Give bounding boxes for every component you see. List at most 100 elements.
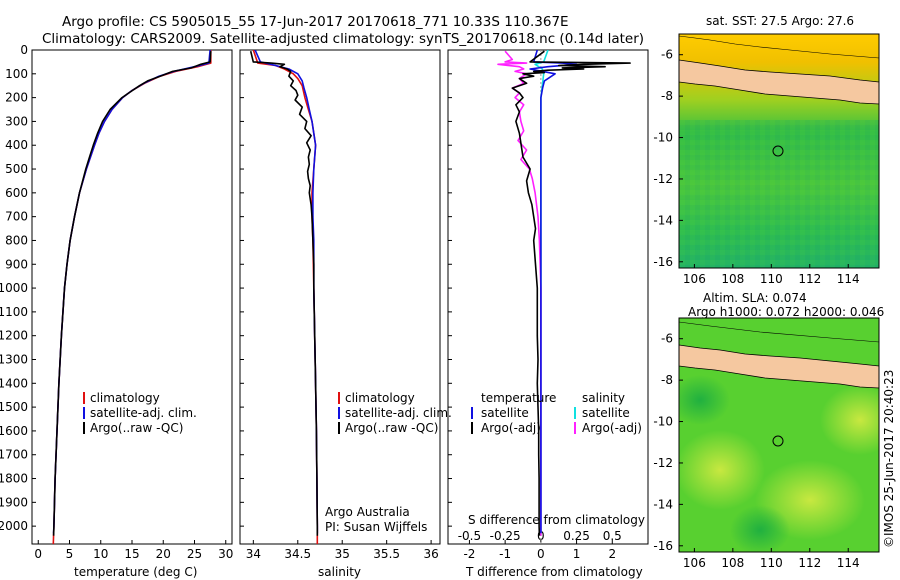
- s-diff-tick-label: 0.25: [563, 529, 590, 543]
- map-lat-label: -8: [661, 89, 673, 103]
- x-tick-label: 20: [156, 547, 171, 561]
- legend-label-climatology: climatology: [345, 391, 415, 405]
- x-tick-label: 10: [93, 547, 108, 561]
- x-tick-label: 0: [537, 547, 545, 561]
- sla-high-anomaly: [679, 430, 765, 510]
- x-tick-label: 35: [335, 547, 350, 561]
- map-lon-label: 114: [837, 556, 860, 570]
- legend-label-salinity-satellite: satellite: [582, 406, 630, 420]
- header-title-line1: Argo profile: CS 5905015_55 17-Jun-2017 …: [62, 14, 569, 30]
- argo-program-label: Argo Australia: [325, 505, 410, 519]
- map-lat-label: -12: [653, 456, 673, 470]
- map-lat-label: -10: [653, 131, 673, 145]
- salinity-legend: climatology satellite-adj. clim. Argo(..…: [338, 391, 452, 435]
- map-lon-label: 110: [760, 272, 783, 286]
- sst-map-frame: [678, 33, 880, 269]
- sla-low-anomaly: [730, 505, 790, 552]
- imos-credit: ©IMOS 25-Jun-2017 20:40:23: [882, 370, 896, 548]
- depth-tick-label: 1600: [0, 424, 28, 438]
- principal-investigator-label: PI: Susan Wijffels: [325, 520, 427, 534]
- depth-tick-label: 300: [5, 114, 28, 128]
- temperature-xlabel: temperature (deg C): [74, 565, 197, 579]
- map-lat-label: -16: [653, 539, 673, 553]
- depth-tick-label: 1800: [0, 472, 28, 486]
- sst-map-title: sat. SST: 27.5 Argo: 27.6: [706, 14, 854, 28]
- x-tick-label: 36: [423, 547, 438, 561]
- profile-location-marker: [772, 145, 784, 157]
- x-tick-label: -2: [463, 547, 475, 561]
- map-lat-label: -14: [653, 213, 673, 227]
- temperature-argo-line: [52, 51, 212, 536]
- s-diff-tick-label: -0.25: [490, 529, 521, 543]
- legend-label-satellite: satellite-adj. clim.: [345, 406, 452, 420]
- sla-map-image: [679, 318, 879, 552]
- sla-map-ticks: 106 108 110 112 114 -6 -8 -10 -12 -14 -16: [653, 332, 859, 570]
- salinity-series: [249, 50, 319, 544]
- x-tick-label: 1: [573, 547, 581, 561]
- depth-tick-label: 0: [20, 43, 28, 57]
- depth-tick-label: 1300: [0, 352, 28, 366]
- map-lon-label: 114: [837, 272, 860, 286]
- temperature-plot-frame: [31, 49, 233, 545]
- x-tick-label: 0: [34, 547, 42, 561]
- sla-map-title: Altim. SLA: 0.074: [703, 291, 807, 305]
- sla-map-subtitle: Argo h1000: 0.072 h2000: 0.046: [688, 305, 884, 319]
- difference-series: [497, 50, 631, 544]
- difference-xlabel: T difference from climatology: [465, 565, 643, 579]
- depth-tick-label: 600: [5, 186, 28, 200]
- x-tick-label: 30: [218, 547, 233, 561]
- depth-tick-label: 1500: [0, 400, 28, 414]
- x-tick-label: 34.5: [284, 547, 311, 561]
- depth-tick-label: 1700: [0, 448, 28, 462]
- sst-texture: [679, 120, 879, 268]
- x-tick-label: 15: [124, 547, 139, 561]
- difference-legend: temperature satellite Argo(-adj) salinit…: [471, 391, 642, 435]
- depth-tick-label: 800: [5, 233, 28, 247]
- sla-high-anomaly: [820, 385, 879, 455]
- salinity-xlabel: salinity: [318, 565, 361, 579]
- salinity-argo-line: [249, 51, 319, 536]
- map-lon-label: 106: [683, 556, 706, 570]
- map-lat-label: -12: [653, 172, 673, 186]
- depth-tick-label: 700: [5, 210, 28, 224]
- map-lon-label: 108: [721, 272, 744, 286]
- map-lon-label: 108: [721, 556, 744, 570]
- temperature-axis-ticks: 0100200300400500600700800900100011001200…: [0, 43, 452, 561]
- java-island: [679, 344, 879, 389]
- depth-tick-label: 1200: [0, 329, 28, 343]
- x-tick-label: 2: [608, 547, 616, 561]
- x-tick-label: 5: [66, 547, 74, 561]
- temperature-diff-satellite-line: [529, 50, 578, 534]
- legend-label-temperature-satellite: satellite: [481, 406, 529, 420]
- depth-tick-label: 900: [5, 257, 28, 271]
- map-lat-label: -6: [661, 332, 673, 346]
- salinity-plot-frame: [239, 49, 441, 545]
- map-lon-label: 112: [798, 272, 821, 286]
- x-tick-label: 34: [246, 547, 261, 561]
- legend-label-climatology: climatology: [90, 391, 160, 405]
- sst-map-ticks: 106 108 110 112 114 -6 -8 -10 -12 -14 -16: [653, 48, 859, 286]
- salinity-axis-ticks: 34 34.5 35 35.5 36: [246, 540, 439, 561]
- map-lat-label: -10: [653, 415, 673, 429]
- sst-map-image: [679, 34, 879, 268]
- x-tick-label: -1: [499, 547, 511, 561]
- s-diff-tick-label: 0.5: [603, 529, 622, 543]
- temperature-diff-argo-line: [511, 50, 631, 536]
- map-lat-label: -6: [661, 48, 673, 62]
- map-lat-label: -16: [653, 255, 673, 269]
- map-lat-label: -8: [661, 373, 673, 387]
- legend-label-temperature-argo: Argo(-adj): [481, 421, 541, 435]
- sla-low-anomaly: [679, 375, 730, 425]
- depth-tick-label: 2000: [0, 519, 28, 533]
- depth-tick-label: 1900: [0, 495, 28, 509]
- profile-location-marker: [772, 435, 784, 447]
- map-lon-label: 112: [798, 556, 821, 570]
- depth-tick-label: 1400: [0, 376, 28, 390]
- legend-label-argo: Argo(..raw -QC): [345, 421, 438, 435]
- legend-label-satellite: satellite-adj. clim.: [90, 406, 197, 420]
- header-title-line2: Climatology: CARS2009. Satellite-adjuste…: [42, 31, 644, 47]
- map-lon-label: 106: [683, 272, 706, 286]
- map-lat-label: -14: [653, 497, 673, 511]
- map-lon-label: 110: [760, 556, 783, 570]
